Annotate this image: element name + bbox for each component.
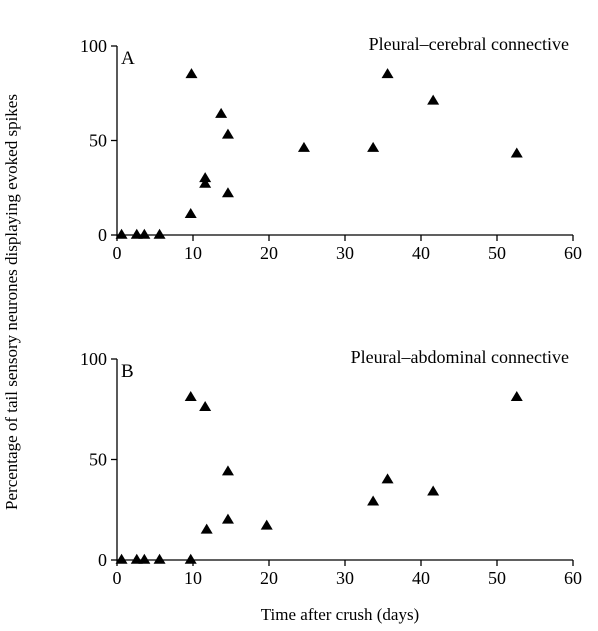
data-point xyxy=(138,228,151,239)
x-tick-label: 0 xyxy=(113,568,122,588)
panel-title: Pleural–abdominal connective xyxy=(351,347,569,367)
data-point xyxy=(510,390,523,401)
data-point xyxy=(199,172,212,183)
x-tick-label: 60 xyxy=(564,568,582,588)
x-tick-label: 60 xyxy=(564,243,582,263)
data-point xyxy=(367,141,380,152)
data-point xyxy=(221,187,234,198)
data-point xyxy=(200,523,213,534)
panel-a: 0 10 20 30 40 50 60 0 50 100 A Pleural–cerebral con… xyxy=(80,34,582,263)
data-point xyxy=(367,495,380,506)
data-point xyxy=(184,390,197,401)
panel-title: Pleural–cerebral connective xyxy=(369,34,569,54)
data-point xyxy=(510,147,523,158)
y-tick-label: 100 xyxy=(80,36,107,56)
panel-label: B xyxy=(121,361,134,382)
x-axis-label: Time after crush (days) xyxy=(261,605,419,624)
data-point xyxy=(260,519,273,530)
y-tick-label: 0 xyxy=(98,550,107,570)
x-tick-label: 40 xyxy=(412,243,430,263)
data-point xyxy=(153,553,166,564)
y-tick-label: 50 xyxy=(89,450,107,470)
x-tick-label: 20 xyxy=(260,568,278,588)
x-tick-label: 30 xyxy=(336,568,354,588)
data-point xyxy=(185,68,198,79)
x-tick-label: 10 xyxy=(184,243,202,263)
y-tick-label: 100 xyxy=(80,349,107,369)
data-point xyxy=(115,553,128,564)
data-point xyxy=(153,228,166,239)
data-point xyxy=(221,465,234,476)
data-point xyxy=(221,513,234,524)
data-point xyxy=(381,68,394,79)
data-point xyxy=(427,485,440,496)
data-point xyxy=(199,401,212,412)
x-tick-label: 50 xyxy=(488,243,506,263)
y-tick-label: 0 xyxy=(98,225,107,245)
data-point xyxy=(130,228,143,239)
panel-label: A xyxy=(121,48,135,69)
x-tick-label: 30 xyxy=(336,243,354,263)
panel-b: 0 10 20 30 40 50 60 0 50 100 B Pleural–abdominal co… xyxy=(80,347,582,588)
data-point xyxy=(115,228,128,239)
data-point xyxy=(221,128,234,139)
y-axis-label: Percentage of tail sensory neurones disp… xyxy=(2,94,21,510)
x-tick-label: 50 xyxy=(488,568,506,588)
data-point xyxy=(130,553,143,564)
data-point xyxy=(427,94,440,105)
data-point xyxy=(297,141,310,152)
x-tick-label: 20 xyxy=(260,243,278,263)
data-point xyxy=(381,473,394,484)
x-tick-label: 10 xyxy=(184,568,202,588)
y-tick-label: 50 xyxy=(89,131,107,151)
data-point xyxy=(215,107,228,118)
data-point xyxy=(184,208,197,219)
data-point xyxy=(138,553,151,564)
data-point xyxy=(199,177,212,188)
x-tick-label: 0 xyxy=(113,243,122,263)
x-tick-label: 40 xyxy=(412,568,430,588)
data-point xyxy=(184,553,197,564)
